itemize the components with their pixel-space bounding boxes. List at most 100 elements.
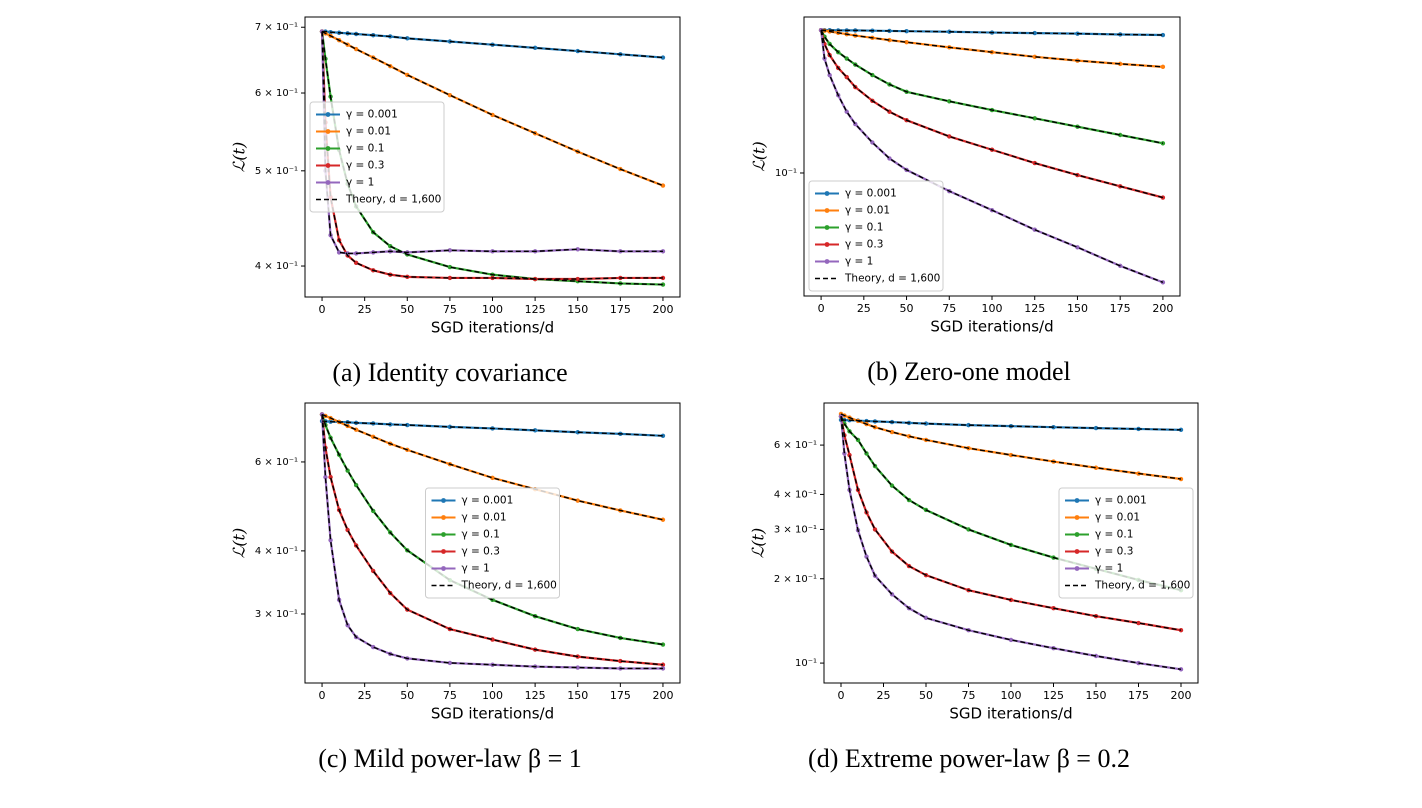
legend-marker [441,515,446,520]
plot-layer [818,27,1166,285]
legend-label: γ = 0.1 [346,143,384,155]
legend-label: γ = 0.01 [346,126,391,138]
x-tick-label: 0 [838,689,845,702]
theory-line [321,414,664,646]
x-tick-label: 100 [982,302,1003,315]
x-tick-label: 150 [567,303,588,316]
theory-line [321,31,663,255]
theory-line [321,414,664,666]
theory-line [321,413,664,521]
legend-marker [325,180,331,185]
legend-marker [325,129,331,134]
point [575,626,580,632]
point [947,134,952,139]
point [1160,32,1166,38]
point [1093,425,1099,431]
point [575,247,580,252]
x-tick-label: 175 [1110,302,1131,315]
theory-line [840,416,1182,631]
legend: γ = 0.001 γ = 0.01 γ = 0.1 γ = 0.3 γ = 1 Theo… [309,101,445,213]
point [660,275,666,281]
point [904,29,909,34]
y-tick-label: 6 × 10⁻¹ [255,457,298,468]
legend-box [425,487,560,599]
legend-label: γ = 0.1 [1095,529,1133,541]
legend-marker [1074,566,1080,571]
legend-marker [441,549,446,554]
x-tick-label: 100 [482,303,503,316]
legend-marker [441,532,446,537]
legend-label: Theory, d = 1,600 [1094,580,1190,592]
legend-label: γ = 0.1 [845,222,883,234]
point [660,517,666,522]
y-tick-label: 3 × 10⁻¹ [255,609,298,620]
plot-frame [803,16,1181,297]
point [1178,476,1184,482]
legend-marker [824,208,830,213]
legend-marker [441,566,446,571]
y-tick-label: 6 × 10⁻¹ [774,440,817,451]
theory-line [820,29,1163,68]
x-tick-label: 50 [400,303,414,316]
point [1093,465,1099,470]
x-axis-label: SGD iterations/d [431,319,554,337]
legend-label: γ = 1 [845,256,873,268]
point [447,660,453,666]
legend-marker [325,163,331,168]
point [1178,628,1184,633]
point [405,36,410,41]
x-axis-label: SGD iterations/d [930,318,1053,336]
legend-marker [441,498,446,503]
plot-frame [304,402,681,684]
legend: γ = 0.001 γ = 0.01 γ = 0.1 γ = 0.3 γ = 1 Theo… [425,487,560,599]
legend-label: γ = 0.001 [346,109,398,121]
legend-marker [1074,498,1080,503]
y-tick-label: 2 × 10⁻¹ [774,574,817,585]
theory-line [820,29,1164,144]
point [575,276,580,282]
plot-layer [319,412,666,671]
point [889,429,895,435]
legend-label: γ = 0.3 [1095,546,1133,558]
y-tick-label: 7 × 10⁻¹ [255,22,298,33]
x-tick-label: 75 [962,689,976,702]
point [660,666,666,671]
x-tick-label: 200 [1171,689,1192,702]
theory-line [821,29,1163,36]
y-tick-label: 3 × 10⁻¹ [774,524,817,535]
x-tick-label: 175 [610,689,631,702]
legend-marker [824,225,830,230]
x-tick-label: 200 [652,303,673,316]
point [923,421,929,426]
theory-line [321,414,663,670]
legend-marker [325,146,331,151]
plot-frame [823,402,1199,684]
theory-line [840,416,1182,671]
theory-line [322,30,664,59]
point [575,430,580,435]
point [660,433,666,438]
x-tick-label: 100 [1001,689,1022,702]
legend-label: Theory, d = 1,600 [345,194,441,206]
legend-marker [325,112,331,117]
theory-line [840,413,1182,480]
x-tick-label: 0 [319,689,326,702]
x-tick-label: 75 [443,303,457,316]
x-tick-label: 125 [1043,689,1064,702]
legend-label: γ = 1 [346,177,374,189]
x-tick-label: 50 [900,302,914,315]
legend-marker [824,191,830,196]
point [447,248,453,253]
point [1160,64,1166,70]
x-tick-label: 75 [443,689,457,702]
x-tick-label: 25 [877,689,891,702]
legend-label: γ = 0.01 [845,205,890,217]
y-axis-label: ℒ(t) [748,528,767,558]
point [490,637,495,642]
legend-box [309,101,445,213]
point [447,275,453,281]
plot-frame [304,16,681,298]
y-tick-label: 4 × 10⁻¹ [774,489,817,500]
point [336,250,342,255]
